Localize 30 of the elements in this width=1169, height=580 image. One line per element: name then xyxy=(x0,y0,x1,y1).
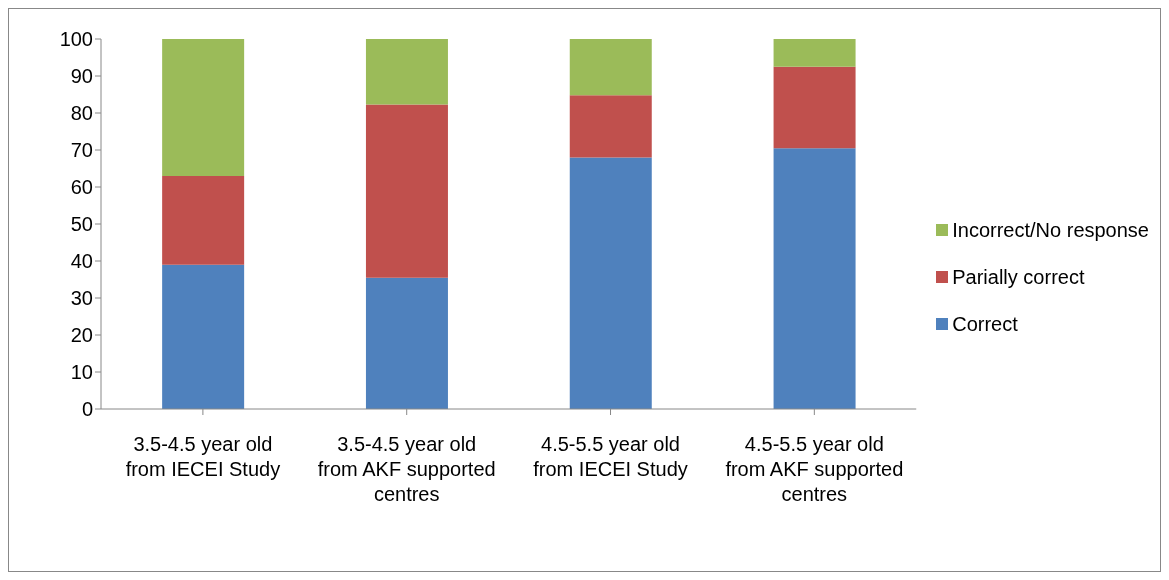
y-tick-label: 90 xyxy=(70,65,93,88)
legend-label: Correct xyxy=(952,312,1018,336)
y-tick-label: 60 xyxy=(70,176,93,199)
legend-label: Parially correct xyxy=(952,265,1085,289)
bar xyxy=(365,277,448,409)
y-tick-label: 10 xyxy=(70,361,93,384)
y-tick-label: 50 xyxy=(70,213,93,236)
bar xyxy=(365,39,448,105)
legend-label: Incorrect/No response xyxy=(952,218,1149,242)
x-tick-label: 4.5-5.5 year old from IECEI Study xyxy=(533,433,688,480)
bar xyxy=(162,264,245,409)
bar xyxy=(569,95,652,158)
y-tick-label: 0 xyxy=(81,398,93,421)
bar xyxy=(773,66,856,149)
bar xyxy=(569,157,652,409)
y-tick-label: 30 xyxy=(70,287,93,310)
y-tick-label: 40 xyxy=(70,250,93,273)
bar xyxy=(773,39,856,67)
bar xyxy=(162,39,245,176)
x-tick-label: 4.5-5.5 year old from AKF supported centres xyxy=(725,433,904,505)
y-tick-label: 80 xyxy=(70,102,93,125)
bar xyxy=(569,39,652,96)
y-tick-label: 70 xyxy=(70,139,93,162)
y-tick-label: 20 xyxy=(70,324,93,347)
x-tick-label: 3.5-4.5 year old from AKF supported centres xyxy=(317,433,496,505)
bar xyxy=(773,148,856,409)
bar xyxy=(162,175,245,265)
y-tick-label: 100 xyxy=(59,28,93,51)
x-tick-label: 3.5-4.5 year old from IECEI Study xyxy=(125,433,281,480)
bar xyxy=(365,104,448,278)
